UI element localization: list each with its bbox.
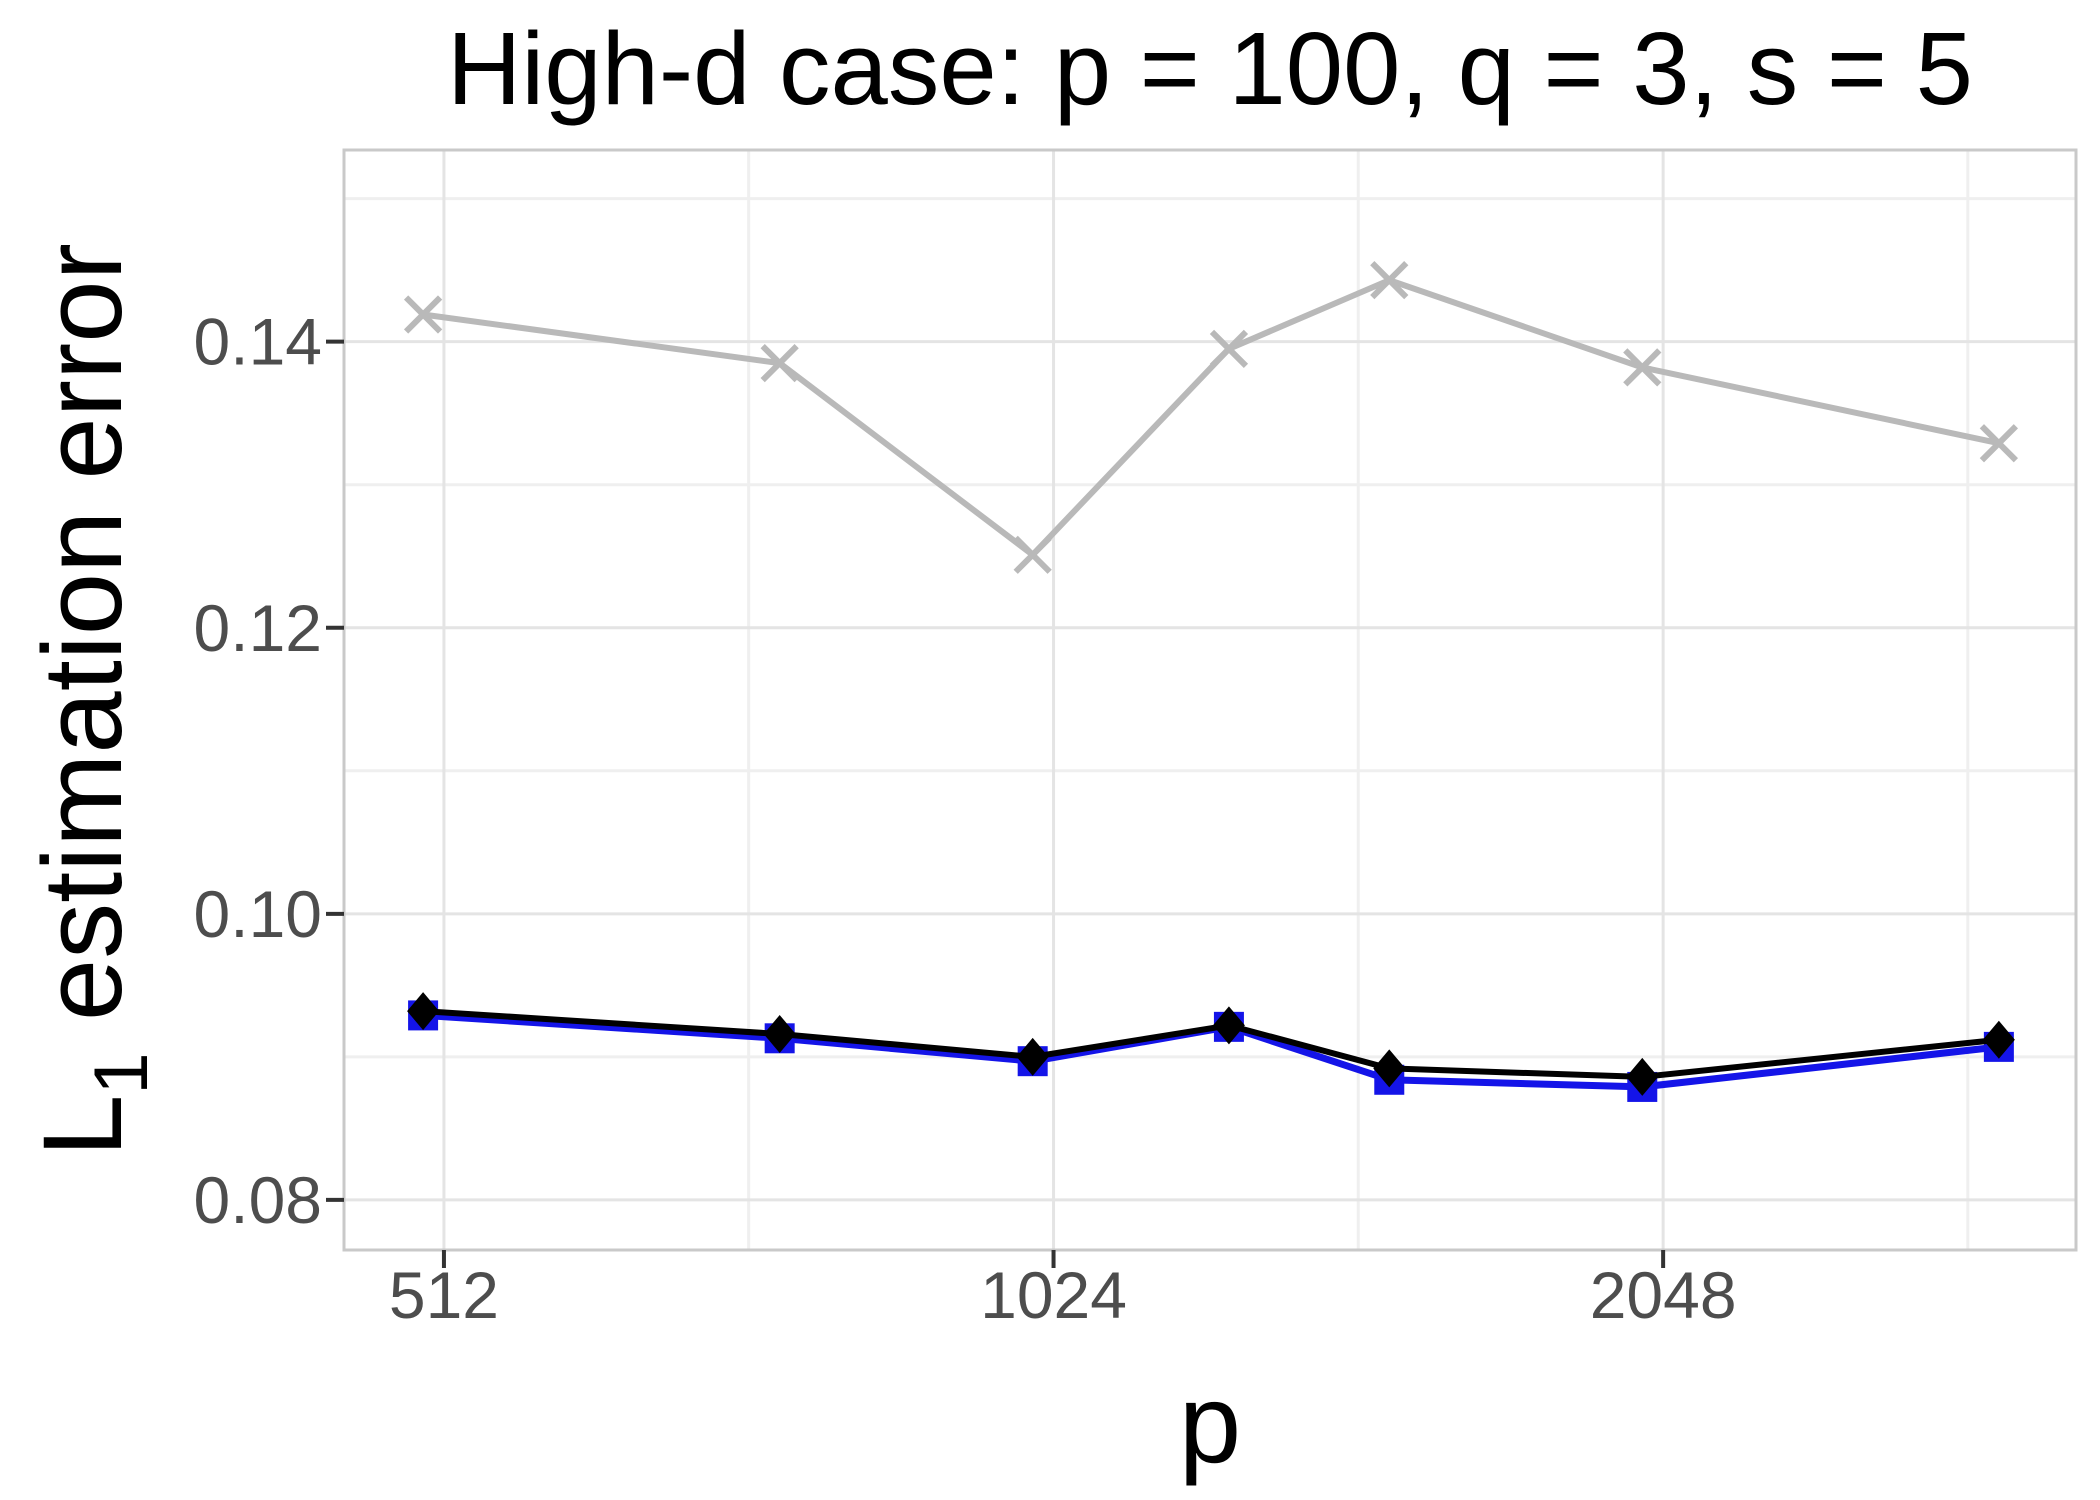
cross-marker-stroke — [1370, 261, 1409, 300]
diamond-marker — [1626, 1057, 1659, 1096]
cross-marker — [760, 344, 799, 383]
axis-ticks — [326, 339, 1666, 1268]
y-tick-label: 0.12 — [194, 591, 322, 665]
x-axis-title: p — [1179, 1361, 1241, 1486]
cross-marker-stroke — [1979, 424, 2018, 463]
cross-marker-stroke — [1013, 535, 1052, 574]
y-tick-label: 0.08 — [194, 1163, 322, 1237]
y-tick-label: 0.10 — [194, 877, 322, 951]
y-axis-title-subscript: 1 — [79, 1052, 164, 1094]
y-axis-title-rest: estimation error — [20, 243, 145, 1052]
cross-marker-stroke — [760, 344, 799, 383]
cross-marker-stroke — [1209, 329, 1249, 368]
cross-marker — [1209, 329, 1249, 368]
gray-cross-series — [403, 261, 2018, 574]
diamond-marker — [763, 1015, 796, 1054]
blue-square-series — [408, 1000, 2014, 1102]
diamond-marker — [1016, 1037, 1049, 1076]
axis-tick-labels: 512 1024 2048 0.14 0.12 0.10 0.08 — [194, 305, 1737, 1332]
diamond-marker — [407, 992, 440, 1031]
diamond-marker — [1982, 1020, 2015, 1059]
y-tick-label: 0.14 — [194, 305, 322, 379]
diamond-marker — [1373, 1049, 1406, 1088]
cross-marker — [1013, 535, 1052, 574]
black-diamond-series-line — [422, 1008, 2000, 1080]
black-diamond-series — [407, 992, 2015, 1096]
plot-title: High-d case: p = 100, q = 3, s = 5 — [447, 11, 1973, 126]
cross-marker — [1370, 261, 1409, 300]
x-tick-label: 1024 — [980, 1258, 1127, 1332]
cross-marker — [1623, 348, 1662, 387]
gridlines-minor — [344, 150, 2076, 1250]
y-axis-title: L1 estimation error — [20, 243, 164, 1157]
gridlines-major — [344, 150, 2076, 1250]
diamond-marker — [1212, 1006, 1245, 1045]
x-tick-label: 2048 — [1590, 1258, 1737, 1332]
cross-marker — [403, 295, 443, 334]
gray-cross-series-line — [422, 276, 2000, 559]
cross-marker-stroke — [1623, 348, 1662, 387]
panel-border — [342, 148, 2078, 1252]
y-axis-title-main: L — [20, 1095, 145, 1157]
cross-marker — [1979, 424, 2018, 463]
series-root — [403, 261, 2018, 1102]
cross-marker-stroke — [403, 295, 443, 334]
x-tick-label: 512 — [389, 1258, 499, 1332]
